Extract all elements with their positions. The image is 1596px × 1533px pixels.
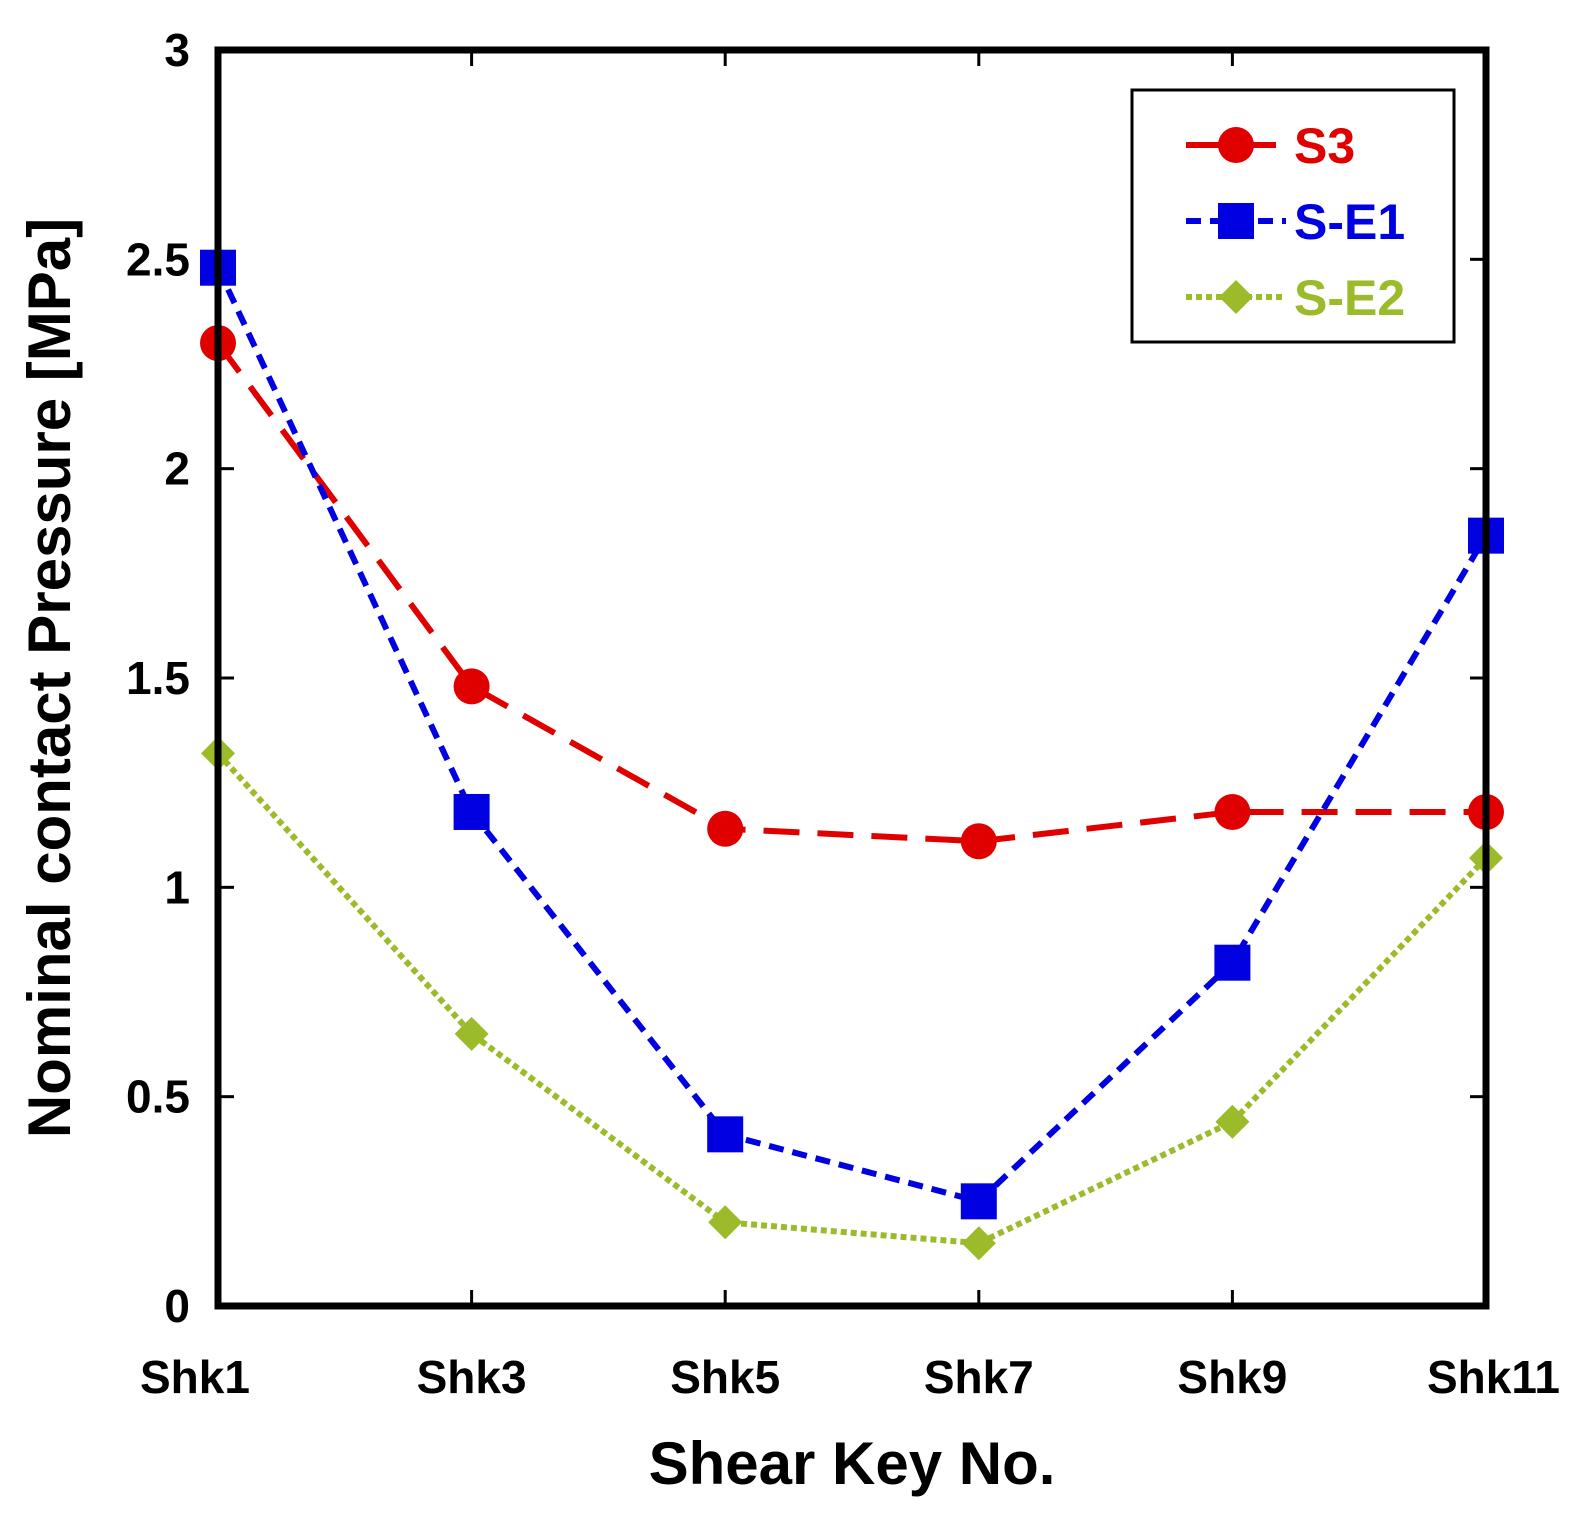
- data-point-diamond: [961, 1226, 996, 1261]
- y-tick-label: 1.5: [126, 652, 190, 704]
- y-tick-label: 2.5: [126, 233, 190, 285]
- x-tick-label: Shk3: [417, 1351, 527, 1403]
- series-layer: [200, 249, 1504, 1261]
- data-point-circle: [960, 823, 997, 860]
- data-point-circle: [1218, 127, 1254, 163]
- y-tick-label: 0.5: [126, 1071, 190, 1123]
- x-tick-label: Shk5: [670, 1351, 780, 1403]
- y-tick-label: 1: [164, 861, 190, 913]
- series-s-e2: [201, 736, 1503, 1261]
- data-point-circle: [707, 810, 744, 847]
- x-axis: Shk1 Shk3 Shk5 Shk7 Shk9 Shk11: [140, 50, 1560, 1403]
- y-axis: 0 0.5 1 1.5 2 2.5 3: [126, 24, 1486, 1332]
- plot-frame: [214, 46, 1490, 1310]
- y-tick-label: 3: [164, 24, 190, 76]
- y-axis-title: Nominal contact Pressure [MPa]: [16, 218, 83, 1138]
- y-tick-label: 2: [164, 443, 190, 495]
- data-point-square: [707, 1116, 744, 1153]
- x-tick-label: Shk7: [924, 1351, 1034, 1403]
- x-tick-label: Shk9: [1177, 1351, 1287, 1403]
- data-point-square: [453, 793, 490, 830]
- data-point-diamond: [708, 1205, 743, 1240]
- legend: S3 S-E1 S-E2: [1130, 88, 1456, 344]
- data-point-square: [1218, 203, 1254, 239]
- series-line: [215, 341, 1486, 845]
- y-tick-label: 0: [164, 1280, 190, 1332]
- series-line: [215, 266, 1489, 1205]
- legend-label: S-E1: [1294, 194, 1405, 250]
- data-point-square: [960, 1183, 997, 1220]
- series-line: [215, 751, 1489, 1247]
- legend-box: [1130, 88, 1456, 344]
- data-point-square: [1214, 944, 1251, 981]
- x-tick-label: Shk11: [1427, 1351, 1560, 1403]
- data-point-diamond: [454, 1016, 489, 1051]
- x-tick-label: Shk1: [140, 1351, 250, 1403]
- series-s3: [200, 325, 1504, 860]
- legend-label: S3: [1294, 118, 1355, 174]
- data-point-circle: [1214, 793, 1251, 830]
- legend-label: S-E2: [1294, 270, 1405, 326]
- data-point-circle: [453, 668, 490, 705]
- x-axis-title: Shear Key No.: [649, 1430, 1056, 1497]
- data-point-diamond: [1219, 280, 1253, 314]
- data-point-diamond: [1215, 1104, 1250, 1139]
